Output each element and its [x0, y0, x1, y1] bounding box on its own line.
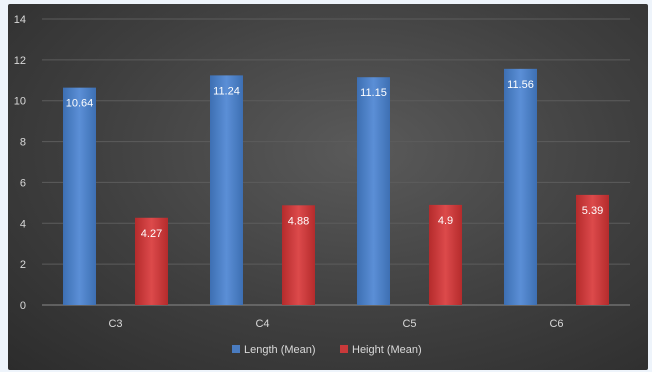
data-label: 11.56 — [507, 79, 534, 91]
bar-height-mean — [135, 217, 168, 305]
data-label: 11.24 — [213, 85, 240, 97]
y-tick-label: 0 — [20, 300, 26, 312]
data-label: 11.15 — [360, 87, 387, 99]
data-label: 4.9 — [438, 215, 453, 227]
data-label: 10.64 — [66, 98, 94, 110]
y-tick-label: 14 — [14, 14, 26, 26]
x-category-label: C3 — [108, 318, 122, 330]
chart-area: 0 2 4 6 8 10 12 14 10.64 4.27 11.24 4.88 11.15 4.9 11… — [8, 4, 648, 370]
legend-swatch — [340, 345, 348, 353]
data-label: 4.88 — [288, 215, 309, 227]
legend-label: Length (Mean) — [244, 344, 316, 356]
y-tick-label: 8 — [20, 137, 26, 149]
bar-height-mean — [429, 204, 462, 305]
bar-chart: 0 2 4 6 8 10 12 14 10.64 4.27 11.24 4.88 11.15 4.9 11… — [14, 14, 630, 356]
y-tick-label: 4 — [20, 218, 26, 230]
y-tick-label: 6 — [20, 177, 26, 189]
data-label: 4.27 — [141, 228, 162, 240]
data-label: 5.39 — [582, 205, 603, 217]
y-tick-label: 10 — [14, 96, 26, 108]
bar-length-mean — [504, 68, 537, 306]
bar-length-mean — [357, 77, 390, 305]
x-category-label: C4 — [255, 318, 269, 330]
bar-height-mean — [576, 194, 609, 305]
x-category-label: C6 — [549, 318, 563, 330]
legend-label: Height (Mean) — [352, 344, 422, 356]
bar-length-mean — [63, 87, 96, 305]
bar-length-mean — [210, 75, 243, 305]
legend-swatch — [232, 345, 240, 353]
x-category-label: C5 — [402, 318, 416, 330]
bar-height-mean — [282, 205, 315, 305]
y-tick-label: 12 — [14, 55, 26, 67]
y-tick-label: 2 — [20, 259, 26, 271]
